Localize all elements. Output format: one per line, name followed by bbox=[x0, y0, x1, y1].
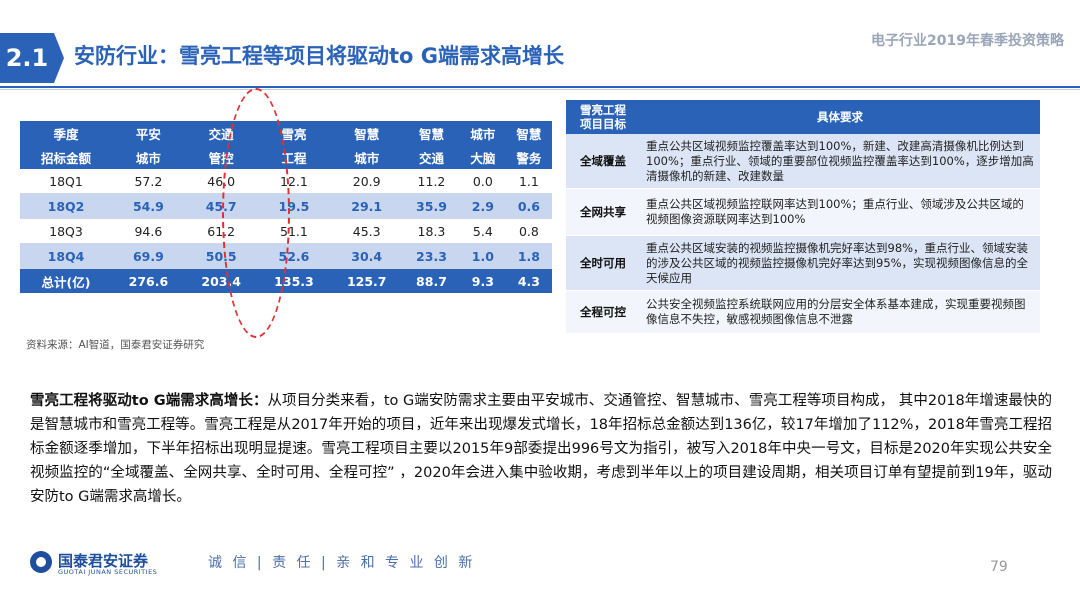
header-line: 雪亮工程 bbox=[580, 103, 626, 117]
table-header-row: 雪亮工程 项目目标 具体要求 bbox=[566, 100, 1040, 134]
section-badge-arrow bbox=[54, 33, 64, 83]
table-cell: 57.2 bbox=[112, 169, 185, 194]
requirement-cell: 重点公共区域安装的视频监控摄像机完好率达到98%，重点行业、领域安装的涉及公共区… bbox=[640, 235, 1040, 291]
header-cell-requirement: 具体要求 bbox=[640, 100, 1040, 134]
header-cell: 智慧 bbox=[330, 121, 404, 145]
goal-cell: 全网共享 bbox=[566, 188, 640, 236]
table-cell: 0.0 bbox=[459, 169, 506, 194]
header-line: 项目目标 bbox=[580, 117, 626, 131]
table-cell: 45.3 bbox=[330, 218, 404, 244]
header-cell: 城市 bbox=[330, 145, 404, 169]
header-cell: 城市 bbox=[112, 145, 185, 169]
table-cell: 2.9 bbox=[459, 193, 506, 219]
table-cell: 18Q2 bbox=[20, 193, 113, 219]
footer-company-name-en: GUOTAI JUNAN SECURITIES bbox=[58, 568, 158, 576]
section-number-badge: 2.1 bbox=[0, 33, 54, 83]
table-cell: 1.0 bbox=[459, 243, 506, 269]
table-cell: 69.9 bbox=[112, 243, 185, 269]
goal-cell: 全域覆盖 bbox=[566, 134, 640, 189]
header-cell: 城市 bbox=[459, 121, 506, 145]
table-cell: 30.4 bbox=[330, 243, 404, 269]
company-logo-icon bbox=[30, 551, 52, 573]
header-divider bbox=[0, 86, 1080, 88]
header-cell: 大脑 bbox=[459, 145, 506, 169]
table-row: 全网共享 重点公共区域视频监控联网率达到100%；重点行业、领域涉及公共区域的视… bbox=[566, 188, 1040, 236]
table-cell: 5.4 bbox=[459, 218, 506, 244]
table-cell: 1.1 bbox=[505, 169, 552, 194]
table-row: 全时可用 重点公共区域安装的视频监控摄像机完好率达到98%，重点行业、领域安装的… bbox=[566, 235, 1040, 291]
header-cell: 智慧 bbox=[505, 121, 552, 145]
table-cell: 11.2 bbox=[403, 169, 460, 194]
header-divider-light bbox=[0, 89, 1080, 90]
requirement-cell: 重点公共区域视频监控覆盖率达到100%，新建、改建高清摄像机比例达到100%；重… bbox=[640, 134, 1040, 189]
body-paragraph: 雪亮工程将驱动to G端需求高增长：从项目分类来看，to G端安防需求主要由平安… bbox=[30, 389, 1052, 509]
table-cell: 23.3 bbox=[403, 243, 460, 269]
paragraph-body: 从项目分类来看，to G端安防需求主要由平安城市、交通管控、智慧城市、雪亮工程等… bbox=[30, 393, 1052, 505]
requirement-cell: 重点公共区域视频监控联网率达到100%；重点行业、领域涉及公共区域的视频图像资源… bbox=[640, 188, 1040, 236]
table-cell: 4.3 bbox=[505, 268, 552, 293]
table-cell: 18Q3 bbox=[20, 218, 113, 244]
table-cell: 94.6 bbox=[112, 218, 185, 244]
header-cell: 招标金额 bbox=[20, 145, 113, 169]
header-cell: 警务 bbox=[505, 145, 552, 169]
header-cell-goal: 雪亮工程 项目目标 bbox=[566, 100, 640, 134]
table-row: 全域覆盖 重点公共区域视频监控覆盖率达到100%，新建、改建高清摄像机比例达到1… bbox=[566, 134, 1040, 189]
table-row: 18Q4 69.9 50.5 52.6 30.4 23.3 1.0 1.8 bbox=[20, 243, 552, 269]
source-note: 资料来源：AI智道，国泰君安证券研究 bbox=[26, 339, 205, 351]
paragraph-lead: 雪亮工程将驱动to G端需求高增长： bbox=[30, 393, 268, 409]
table-cell: 276.6 bbox=[112, 268, 185, 293]
header-cell: 智慧 bbox=[403, 121, 460, 145]
goal-cell: 全程可控 bbox=[566, 290, 640, 334]
table-cell: 18Q1 bbox=[20, 169, 113, 194]
table-cell: 29.1 bbox=[330, 193, 404, 219]
table-cell: 35.9 bbox=[403, 193, 460, 219]
footer-slogan: 诚 信 | 责 任 | 亲 和 专 业 创 新 bbox=[208, 555, 476, 571]
table-cell: 0.6 bbox=[505, 193, 552, 219]
table-cell: 0.8 bbox=[505, 218, 552, 244]
table-header-row-1: 季度 平安 交通 雪亮 智慧 智慧 城市 智慧 bbox=[20, 121, 552, 145]
table-row: 全程可控 公共安全视频监控系统联网应用的分层安全体系基本建成，实现重要视频图像信… bbox=[566, 290, 1040, 334]
table-cell: 9.3 bbox=[459, 268, 506, 293]
header-cell: 平安 bbox=[112, 121, 185, 145]
section-number: 2.1 bbox=[5, 44, 49, 72]
table-cell: 18.3 bbox=[403, 218, 460, 244]
requirement-cell: 公共安全视频监控系统联网应用的分层安全体系基本建成，实现重要视频图像信息不失控，… bbox=[640, 290, 1040, 334]
table-cell: 54.9 bbox=[112, 193, 185, 219]
goal-cell: 全时可用 bbox=[566, 235, 640, 291]
table-cell: 18Q4 bbox=[20, 243, 113, 269]
header-cell: 季度 bbox=[20, 121, 113, 145]
table-cell: 1.8 bbox=[505, 243, 552, 269]
table-cell: 总计(亿) bbox=[20, 268, 113, 293]
table-cell: 88.7 bbox=[403, 268, 460, 293]
footer-company-name: 国泰君安证券 bbox=[58, 552, 149, 570]
slide-title: 安防行业：雪亮工程等项目将驱动to G端需求高增长 bbox=[74, 44, 565, 68]
table-total-row: 总计(亿) 276.6 203.4 135.3 125.7 88.7 9.3 4… bbox=[20, 268, 552, 293]
report-title: 电子行业2019年春季投资策略 bbox=[871, 33, 1064, 49]
requirements-table: 雪亮工程 项目目标 具体要求 全域覆盖 重点公共区域视频监控覆盖率达到100%，… bbox=[566, 100, 1040, 334]
table-cell: 20.9 bbox=[330, 169, 404, 194]
highlight-ellipse bbox=[222, 88, 290, 338]
page-number: 79 bbox=[990, 559, 1008, 575]
header-cell: 交通 bbox=[403, 145, 460, 169]
table-cell: 125.7 bbox=[330, 268, 404, 293]
